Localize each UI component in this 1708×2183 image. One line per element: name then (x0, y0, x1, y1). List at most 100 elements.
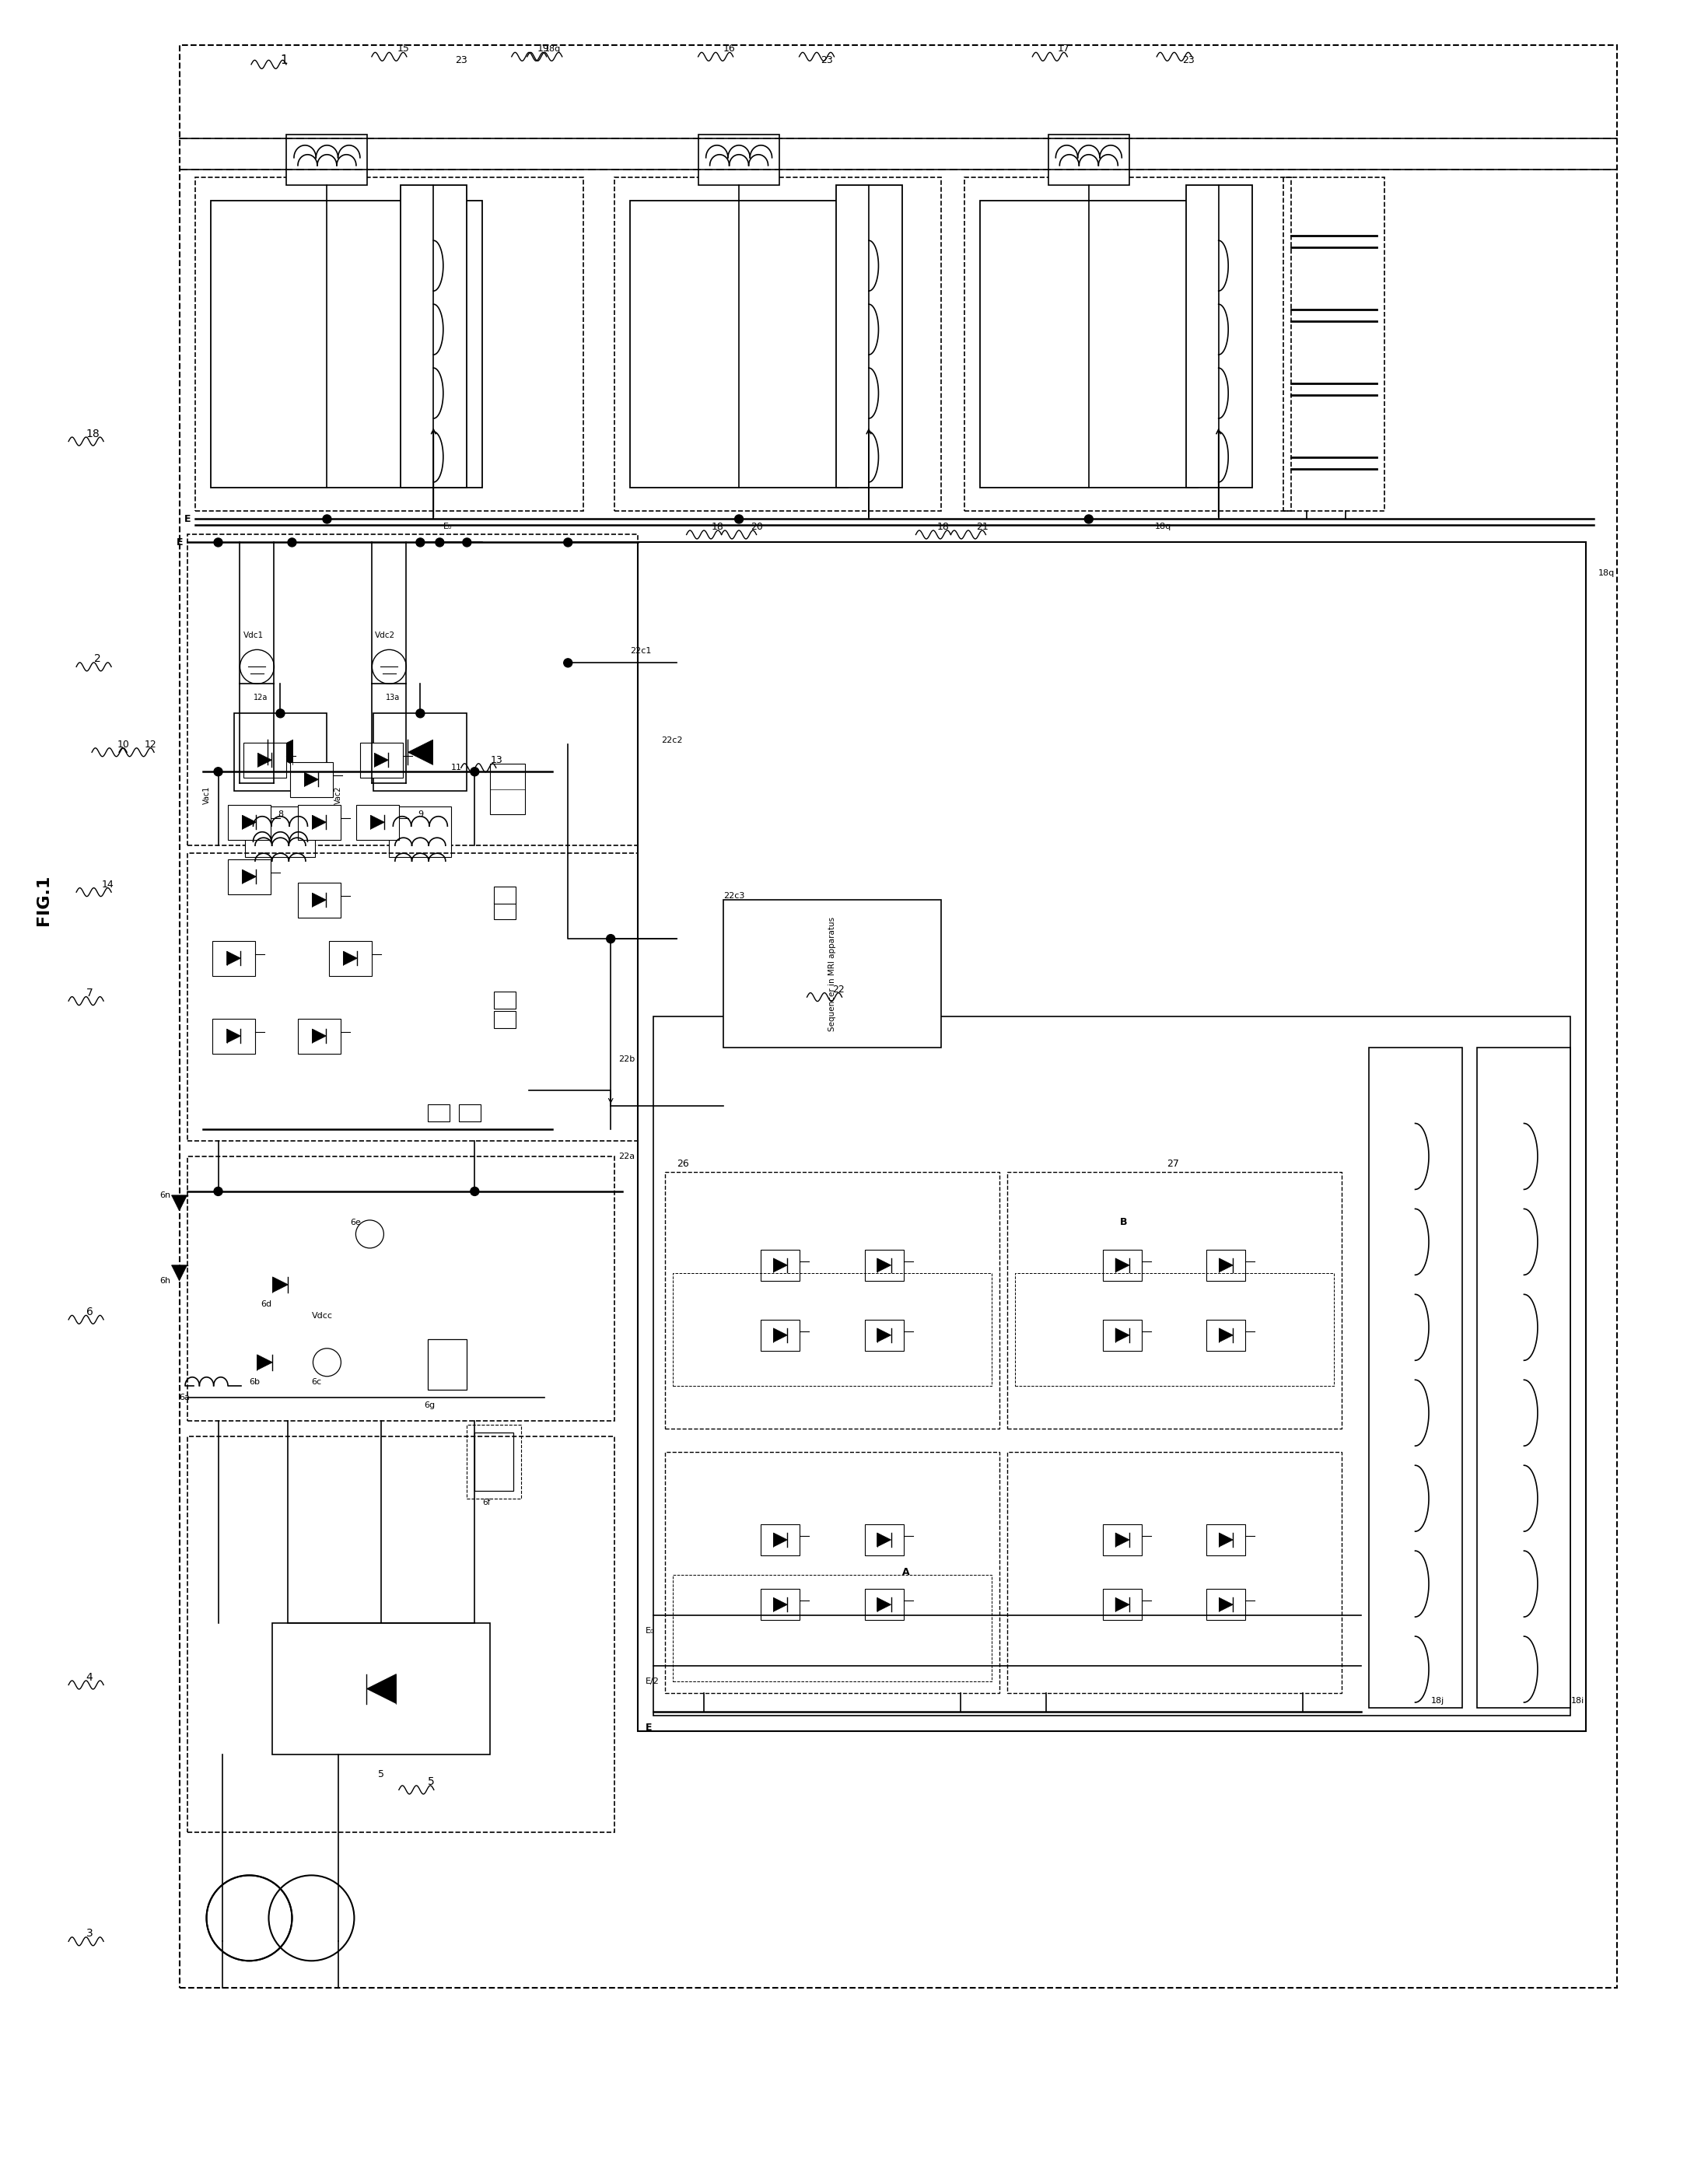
Text: 14: 14 (101, 880, 114, 888)
Polygon shape (227, 1028, 241, 1043)
Polygon shape (1115, 1257, 1129, 1273)
Bar (244, 742, 287, 777)
Text: 12: 12 (145, 740, 157, 749)
Bar (210, 201, 482, 489)
Bar (195, 177, 584, 511)
Bar (212, 1019, 254, 1054)
Bar (429, 1338, 466, 1391)
Text: 3: 3 (85, 1928, 92, 1939)
Polygon shape (313, 893, 326, 906)
Text: Vac2: Vac2 (335, 786, 343, 803)
Text: 18: 18 (85, 428, 99, 439)
Circle shape (214, 768, 222, 775)
Bar (1008, 1172, 1341, 1428)
Bar (1206, 1524, 1245, 1554)
Text: 23: 23 (456, 55, 468, 65)
Circle shape (323, 515, 331, 524)
Circle shape (436, 539, 444, 546)
Text: 18j: 18j (1431, 1696, 1445, 1705)
Polygon shape (367, 1674, 396, 1703)
Text: 6d: 6d (261, 1301, 272, 1308)
Bar (179, 46, 1617, 1989)
Text: 19: 19 (536, 44, 548, 55)
Text: 6g: 6g (424, 1401, 436, 1408)
Bar (374, 714, 466, 790)
Bar (1103, 1589, 1143, 1620)
Text: 2: 2 (94, 653, 101, 664)
Text: 15: 15 (396, 44, 410, 55)
Text: 13a: 13a (386, 694, 400, 701)
Text: 7: 7 (85, 987, 92, 998)
Bar (494, 902, 516, 919)
Polygon shape (313, 814, 326, 830)
Text: 21: 21 (975, 522, 989, 533)
Text: Vac1: Vac1 (203, 786, 210, 803)
Bar (1477, 1048, 1571, 1709)
Bar (1283, 177, 1383, 511)
Bar (864, 1524, 904, 1554)
Text: 18q: 18q (545, 46, 562, 52)
Bar (1206, 1249, 1245, 1281)
Text: E: E (176, 537, 183, 548)
Text: 10: 10 (118, 740, 130, 749)
Bar (980, 201, 1197, 489)
Bar (1368, 1048, 1462, 1709)
Text: 22b: 22b (618, 1054, 635, 1063)
Polygon shape (243, 869, 256, 884)
Polygon shape (256, 1356, 273, 1371)
Text: 18q: 18q (1155, 524, 1172, 530)
Polygon shape (1220, 1257, 1233, 1273)
Bar (357, 806, 400, 840)
Text: 11: 11 (451, 764, 463, 771)
Text: Vdc1: Vdc1 (243, 631, 263, 640)
Circle shape (606, 934, 615, 943)
Polygon shape (374, 753, 388, 766)
Polygon shape (258, 753, 272, 766)
Polygon shape (878, 1327, 892, 1343)
Bar (673, 1574, 992, 1681)
Polygon shape (1220, 1598, 1233, 1611)
Text: 18q: 18q (1599, 570, 1614, 576)
Circle shape (564, 539, 572, 546)
Text: 5: 5 (377, 1768, 384, 1779)
Circle shape (287, 539, 295, 546)
Polygon shape (408, 740, 432, 764)
Bar (762, 1589, 799, 1620)
Bar (762, 1249, 799, 1281)
Bar (1103, 1249, 1143, 1281)
Bar (762, 1524, 799, 1554)
Bar (188, 1157, 615, 1421)
Polygon shape (171, 1266, 188, 1281)
Bar (297, 806, 340, 840)
Bar (297, 882, 340, 917)
Polygon shape (878, 1257, 892, 1273)
Polygon shape (171, 1196, 188, 1212)
Text: E/2: E/2 (646, 1677, 659, 1685)
Bar (1008, 1452, 1341, 1692)
Bar (290, 762, 333, 797)
Polygon shape (243, 814, 256, 830)
Bar (234, 714, 326, 790)
Polygon shape (1115, 1327, 1129, 1343)
Polygon shape (1115, 1598, 1129, 1611)
Text: FIG.1: FIG.1 (36, 875, 51, 926)
Text: 6e: 6e (350, 1218, 360, 1227)
Text: 6b: 6b (249, 1377, 260, 1386)
Bar (494, 1011, 516, 1028)
Text: 18i: 18i (1571, 1696, 1583, 1705)
Text: 9: 9 (417, 810, 424, 819)
Circle shape (564, 659, 572, 668)
Bar (654, 1017, 1571, 1716)
Bar (673, 1273, 992, 1386)
Polygon shape (774, 1327, 787, 1343)
Circle shape (734, 515, 743, 524)
Bar (297, 1019, 340, 1054)
Circle shape (417, 539, 425, 546)
Bar (475, 1432, 514, 1491)
Polygon shape (774, 1598, 787, 1611)
Polygon shape (371, 814, 384, 830)
Polygon shape (1220, 1532, 1233, 1548)
Bar (227, 860, 270, 895)
Bar (188, 535, 637, 845)
Polygon shape (343, 952, 357, 965)
